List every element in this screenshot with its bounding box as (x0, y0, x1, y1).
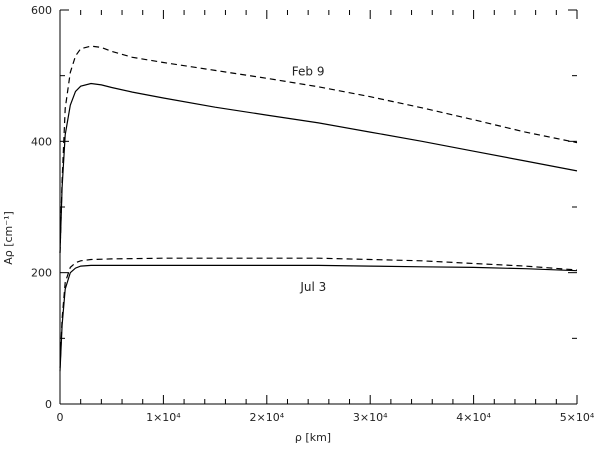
series-line-2 (59, 82, 578, 254)
x-tick-label: 1×10⁴ (146, 411, 181, 424)
x-tick-label: 5×10⁴ (560, 411, 595, 424)
series-line-4 (59, 264, 578, 372)
y-tick-label: 400 (31, 135, 52, 148)
tick-labels: 0 1×10⁴ 2×10⁴ 3×10⁴ 4×10⁴ 5×10⁴ 0 200 400 600 (31, 4, 595, 424)
y-tick-label: 200 (31, 267, 52, 280)
annotations: Feb 9 Jul 3 (292, 65, 326, 294)
y-axis-label: Aρ [cm⁻¹] (2, 211, 15, 265)
y-tick-label: 0 (45, 398, 52, 411)
y-tick-label: 600 (31, 4, 52, 17)
series-layer (59, 45, 578, 372)
annotation-2: Jul 3 (299, 280, 326, 294)
x-tick-label: 2×10⁴ (249, 411, 284, 424)
x-tick-label: 3×10⁴ (353, 411, 388, 424)
x-axis-label: ρ [km] (295, 431, 331, 444)
annotation-1: Feb 9 (292, 65, 325, 79)
ticks (59, 9, 578, 405)
series-line-3 (59, 257, 578, 368)
x-tick-label: 4×10⁴ (456, 411, 491, 424)
x-tick-label: 0 (57, 411, 64, 424)
series-line-1 (59, 45, 578, 254)
